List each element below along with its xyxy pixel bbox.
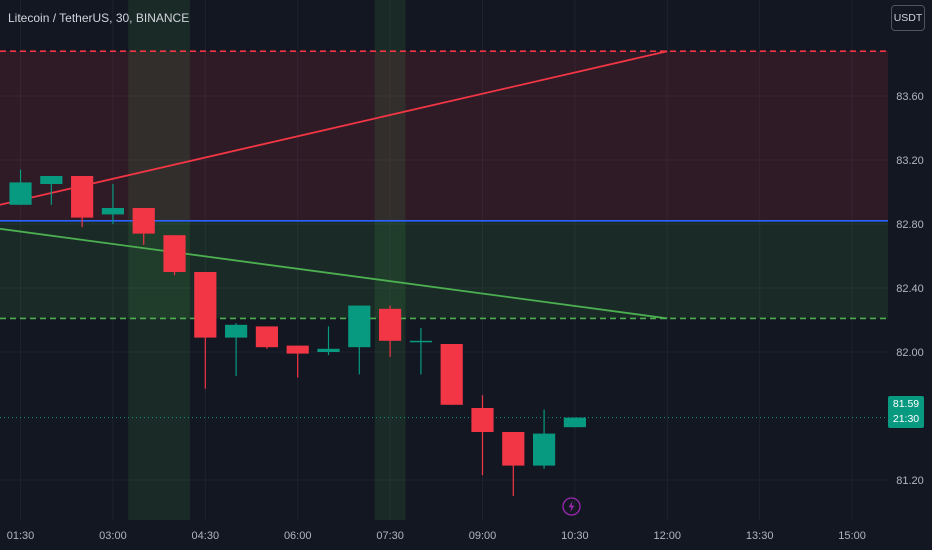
green-trend-line[interactable]: [0, 227, 668, 320]
candle-body[interactable]: [9, 182, 32, 205]
candle-body[interactable]: [40, 176, 63, 184]
candle[interactable]: [409, 328, 432, 375]
candle[interactable]: [101, 184, 125, 224]
candle[interactable]: [255, 326, 279, 349]
candle-body[interactable]: [533, 433, 556, 466]
red-trend-line[interactable]: [0, 50, 668, 206]
grid: [0, 0, 888, 520]
candle[interactable]: [71, 176, 94, 228]
symbol-title: Litecoin / TetherUS, 30, BINANCE: [8, 11, 190, 25]
time-tick-label: 09:00: [469, 530, 497, 542]
session-highlight-2: [374, 0, 406, 520]
candle[interactable]: [225, 323, 248, 376]
price-tick-label: 82.80: [896, 219, 924, 231]
price-tick-label: 81.20: [896, 475, 924, 487]
candle-body[interactable]: [132, 208, 155, 234]
time-tick-label: 10:30: [561, 530, 589, 542]
candle[interactable]: [440, 344, 463, 405]
candle-body[interactable]: [101, 208, 125, 215]
candle[interactable]: [317, 326, 340, 356]
time-tick-label: 12:00: [654, 530, 682, 542]
lightning-bolt-icon[interactable]: [562, 497, 581, 516]
candle[interactable]: [163, 235, 186, 276]
candle-body[interactable]: [379, 308, 402, 341]
candle[interactable]: [40, 176, 63, 205]
candle-body[interactable]: [71, 176, 94, 218]
candle-body[interactable]: [471, 408, 494, 432]
candles[interactable]: [9, 169, 586, 496]
green-zone: [0, 220, 888, 319]
candle-body[interactable]: [194, 272, 217, 338]
time-tick-label: 15:00: [838, 530, 866, 542]
currency-button[interactable]: USDT: [891, 5, 925, 31]
red-zone: [0, 51, 888, 221]
time-tick-label: 13:30: [746, 530, 774, 542]
time-tick-label: 04:30: [192, 530, 220, 542]
time-axis[interactable]: 01:30 03:00 04:30 06:00 07:30 09:00 10:30 12:00…: [7, 530, 866, 542]
price-tick-label: 82.00: [896, 347, 924, 359]
candle[interactable]: [132, 208, 155, 245]
time-tick-label: 06:00: [284, 530, 312, 542]
candle[interactable]: [348, 305, 371, 375]
candle[interactable]: [286, 345, 309, 378]
candle-body[interactable]: [255, 326, 279, 348]
candle-body[interactable]: [409, 340, 432, 343]
price-axis[interactable]: 81.20 82.00 82.40 82.80 83.20 83.60: [896, 91, 924, 487]
candle-body[interactable]: [502, 432, 525, 466]
candle-body[interactable]: [317, 348, 340, 352]
candle-body[interactable]: [286, 345, 309, 354]
candle-body[interactable]: [348, 305, 371, 348]
candle[interactable]: [533, 409, 556, 469]
candle-body[interactable]: [163, 235, 186, 272]
price-tick-label: 82.40: [896, 283, 924, 295]
candle[interactable]: [471, 395, 494, 476]
candle-body[interactable]: [563, 417, 586, 428]
candle[interactable]: [379, 305, 402, 357]
candle-body[interactable]: [225, 324, 248, 338]
time-tick-label: 07:30: [376, 530, 404, 542]
candle-body[interactable]: [440, 344, 463, 405]
candle[interactable]: [9, 169, 32, 205]
time-tick-label: 03:00: [99, 530, 127, 542]
time-tick-label: 01:30: [7, 530, 35, 542]
last-price-value: 81.59: [892, 398, 920, 410]
price-tick-label: 83.20: [896, 155, 924, 167]
bar-countdown: 21:30: [892, 413, 920, 425]
candle[interactable]: [502, 432, 525, 496]
trend-lines[interactable]: [0, 50, 668, 320]
zones: [0, 51, 888, 319]
candle[interactable]: [194, 272, 217, 389]
candle[interactable]: [563, 417, 586, 428]
price-tick-label: 83.60: [896, 91, 924, 103]
last-price-badge: 81.59 21:30: [888, 396, 924, 428]
